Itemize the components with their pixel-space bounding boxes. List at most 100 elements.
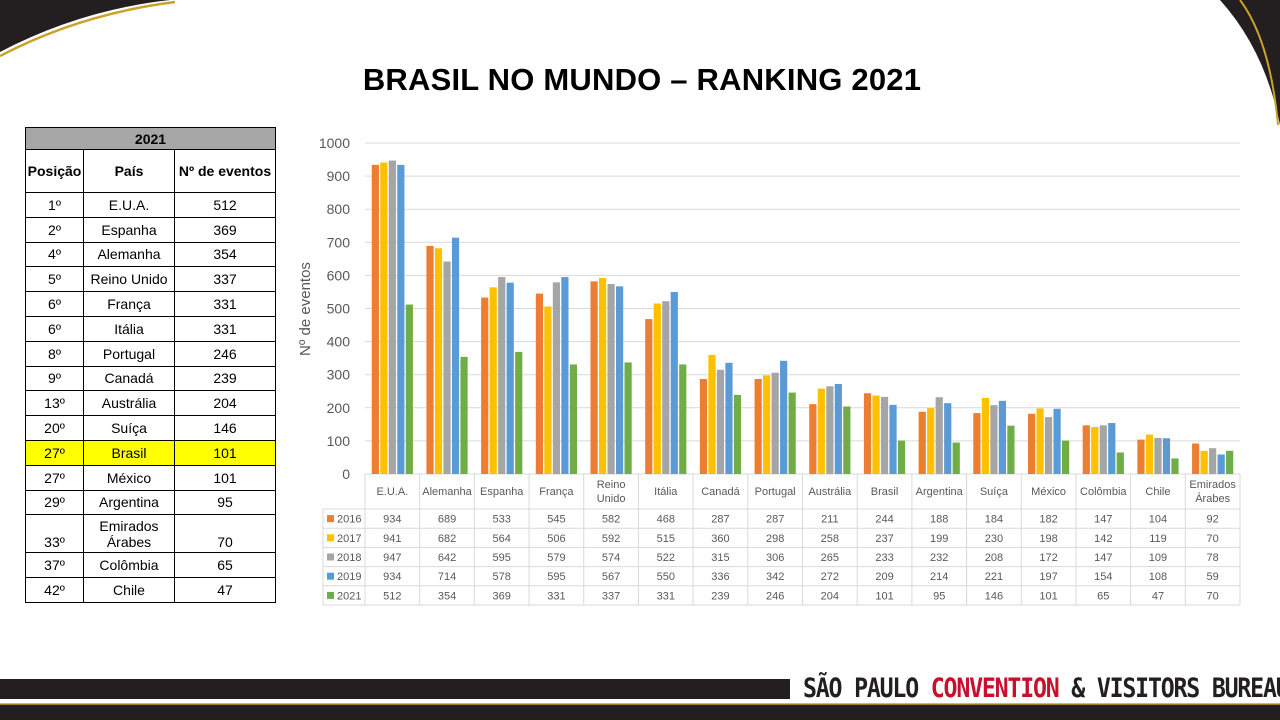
cell-country: Brasil: [83, 439, 175, 466]
data-label: 298: [766, 533, 784, 545]
legend-swatch-2018: [327, 553, 334, 561]
legend-label: 2019: [337, 571, 361, 583]
table-row: 33º Emirados Árabes 70: [25, 514, 276, 554]
bar-2016: [809, 404, 817, 474]
table-row: 8º Portugal 246: [25, 340, 276, 367]
bar-2019: [1053, 408, 1061, 474]
bar-2018: [498, 277, 506, 474]
brand-text-3: & VISITORS BUREAU: [1058, 673, 1280, 704]
bar-2018: [1209, 448, 1217, 474]
x-tick-label: Emirados: [1189, 479, 1236, 491]
cell-country: Chile: [83, 577, 175, 603]
bar-2016: [1137, 439, 1145, 474]
bar-2019: [1108, 423, 1116, 474]
bar-2016: [1192, 443, 1200, 474]
y-tick-label: 1000: [319, 135, 350, 151]
cell-country: Alemanha: [83, 241, 175, 268]
bar-2019: [561, 277, 569, 474]
data-label: 221: [985, 571, 1003, 583]
x-tick-label: Chile: [1145, 486, 1170, 498]
bar-2016: [754, 379, 762, 474]
footer-bar: [0, 679, 790, 699]
data-label: 47: [1152, 590, 1164, 602]
data-label: 154: [1094, 571, 1112, 583]
cell-country: Emirados Árabes: [83, 514, 175, 554]
data-label: 237: [875, 533, 893, 545]
cell-country: Austrália: [83, 390, 175, 417]
y-tick-label: 700: [327, 234, 351, 250]
cell-events: 246: [174, 340, 276, 367]
cell-country: Espanha: [83, 216, 175, 243]
data-label: 564: [493, 533, 511, 545]
table-row: 2º Espanha 369: [25, 216, 276, 243]
bar-2021: [515, 351, 523, 474]
cell-country: E.U.A.: [83, 192, 175, 218]
legend-swatch-2021: [327, 591, 334, 599]
cell-events: 65: [174, 552, 276, 579]
data-label: 188: [930, 514, 948, 526]
events-bar-chart: 0 100 200 300 400 500 600 700 800 900 1000 Nº de ev…: [297, 135, 1241, 606]
bar-2021: [460, 356, 468, 474]
brand-text-1: SÃO PAULO: [803, 673, 931, 704]
bar-2017: [380, 162, 388, 475]
bar-2021: [1171, 458, 1179, 474]
bar-2021: [1226, 450, 1234, 474]
cell-country: Canadá: [83, 365, 175, 392]
bar-2018: [716, 369, 725, 474]
legend-label: 2016: [337, 514, 361, 526]
bar-2018: [771, 372, 779, 474]
table-row: 13º Austrália 204: [25, 390, 276, 417]
cell-position: 6º: [25, 315, 84, 342]
data-label: 369: [493, 590, 511, 602]
bar-2018: [935, 397, 943, 474]
data-label: 582: [602, 514, 620, 526]
table-row: 37º Colômbia 65: [25, 552, 276, 579]
bar-2021: [843, 406, 851, 474]
bar-2017: [872, 395, 880, 474]
data-label: 239: [711, 590, 729, 602]
data-label: 233: [875, 552, 893, 564]
data-label: 108: [1149, 571, 1167, 583]
data-label: 272: [821, 571, 839, 583]
bar-2019: [889, 404, 897, 474]
bar-2021: [569, 364, 578, 474]
bar-2017: [489, 287, 497, 474]
bar-2017: [1036, 408, 1044, 474]
y-tick-label: 600: [327, 267, 351, 283]
table-row: 6º Itália 331: [25, 315, 276, 342]
data-label: 342: [766, 571, 784, 583]
data-label: 567: [602, 571, 620, 583]
bar-2018: [443, 261, 451, 474]
bar-2019: [506, 282, 514, 474]
data-label: 70: [1207, 533, 1219, 545]
data-label: 92: [1207, 514, 1219, 526]
bar-2016: [426, 245, 434, 474]
x-tick-label: Portugal: [755, 486, 796, 498]
data-label: 211: [821, 514, 839, 526]
data-label: 147: [1094, 514, 1112, 526]
data-label: 197: [1039, 571, 1057, 583]
cell-position: 27º: [25, 464, 84, 491]
data-label: 331: [547, 590, 565, 602]
table-row: 9º Canadá 239: [25, 365, 276, 392]
data-label: 533: [493, 514, 511, 526]
bar-2016: [1027, 413, 1036, 474]
data-label: 199: [930, 533, 948, 545]
table-row: 5º Reino Unido 337: [25, 266, 276, 293]
cell-position: 9º: [25, 365, 84, 392]
cell-events: 47: [174, 577, 276, 603]
data-label: 595: [493, 552, 511, 564]
page-title: BRASIL NO MUNDO – RANKING 2021: [362, 62, 922, 97]
cell-position: 5º: [25, 266, 84, 293]
footer-stripes: [0, 700, 1280, 720]
x-tick-label: E.U.A.: [376, 486, 408, 498]
data-label: 550: [657, 571, 675, 583]
bar-2019: [834, 383, 842, 474]
cell-position: 20º: [25, 415, 84, 441]
bar-2017: [763, 375, 771, 474]
bar-2017: [598, 278, 607, 474]
data-label: 209: [875, 571, 893, 583]
legend-label: 2018: [337, 552, 361, 564]
bar-2019: [397, 164, 405, 474]
bar-2017: [544, 306, 552, 474]
